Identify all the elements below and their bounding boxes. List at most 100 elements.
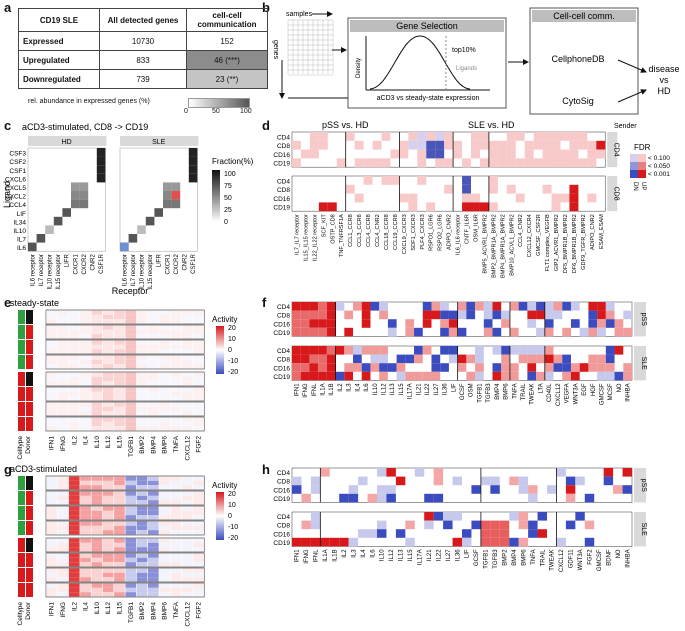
heatmap-cell	[80, 310, 91, 315]
heatmap-cell	[490, 529, 500, 538]
heatmap-cell	[300, 354, 310, 364]
heatmap-cell	[584, 537, 595, 547]
heatmap-cell	[136, 310, 148, 315]
heatmap-cell	[102, 329, 114, 335]
heatmap-cell	[431, 302, 441, 311]
heatmap-cell	[623, 371, 632, 381]
row-tick: CD16	[273, 196, 290, 203]
facet-strip	[634, 512, 646, 547]
heatmap-cell	[188, 165, 198, 174]
heatmap-cell	[170, 568, 182, 573]
table-row: Downregulated 739 23 (**)	[18, 69, 268, 89]
fdr-legend-title: FDR	[634, 143, 651, 152]
heatmap-cell	[114, 372, 125, 377]
heatmap-cell	[181, 359, 193, 365]
heatmap-cell	[300, 319, 310, 328]
heatmap-cell	[193, 485, 204, 490]
heatmap-cell	[46, 547, 57, 552]
heatmap-cell	[422, 310, 432, 320]
heatmap-cell	[57, 553, 69, 558]
heatmap-cell	[339, 537, 349, 547]
column-tick: IL15_IL15 receptor	[303, 214, 309, 261]
heatmap-cell	[292, 302, 301, 311]
heatmap-cell	[148, 364, 159, 369]
heatmap-cell	[148, 355, 159, 360]
heatmap-cell	[114, 553, 125, 558]
donor-annotation	[26, 476, 33, 490]
heatmap-cell	[569, 140, 579, 150]
heatmap-cell	[426, 132, 436, 141]
heatmap-cell	[159, 349, 170, 354]
heatmap-cell	[301, 520, 311, 530]
heatmap-cell	[544, 371, 554, 381]
heatmap-cell	[57, 572, 69, 578]
column-tick: IFN1	[295, 549, 301, 563]
heatmap-cell	[181, 411, 193, 416]
ligand-tick: CCL4	[9, 202, 26, 209]
heatmap-cell	[46, 557, 57, 563]
column-tick: BMP2	[139, 436, 146, 454]
heatmap-cell	[480, 537, 491, 547]
heatmap-cell	[102, 402, 114, 407]
heatmap-cell	[79, 199, 89, 209]
heatmap-cell	[114, 421, 125, 427]
heatmap-cell	[102, 359, 114, 365]
heatmap-cell	[148, 521, 159, 526]
heatmap-cell	[114, 530, 125, 535]
heatmap-cell	[125, 557, 137, 563]
heatmap-cell	[136, 521, 148, 526]
heatmap-cell	[170, 396, 182, 401]
heatmap-cell	[440, 302, 449, 311]
heatmap-cell	[148, 426, 159, 431]
heatmap-cell	[91, 521, 103, 526]
heatmap-cell	[292, 327, 301, 337]
heatmap-cell	[114, 476, 125, 481]
heatmap-cell	[372, 140, 382, 150]
heatmap-cell	[318, 310, 327, 320]
gene-selection-title: Gene Selection	[396, 21, 458, 31]
column-tick: CCL1_CCR8	[348, 214, 354, 247]
heatmap-cell	[431, 310, 441, 320]
receptor-tick: IL10 receptor	[140, 254, 146, 289]
heatmap-cell	[68, 411, 80, 416]
heatmap-cell	[309, 346, 319, 355]
column-tick: WNT3A	[578, 549, 584, 570]
heatmap-cell	[488, 184, 498, 194]
heatmap-cell	[181, 485, 193, 490]
heatmap-cell	[395, 476, 406, 486]
heatmap-cell	[310, 512, 321, 521]
heatmap-cell	[148, 391, 159, 397]
heatmap-cell	[68, 325, 80, 330]
heatmap-cell	[422, 371, 432, 381]
heatmap-cell	[361, 302, 371, 311]
heatmap-cell	[181, 396, 193, 401]
heatmap-cell	[102, 325, 114, 330]
heatmap-cell	[309, 354, 319, 364]
heatmap-cell	[91, 417, 103, 422]
heatmap-cell	[46, 314, 57, 320]
heatmap-cell	[91, 547, 103, 552]
heatmap-cell	[125, 364, 137, 369]
heatmap-cell	[515, 132, 525, 141]
heatmap-cell	[114, 391, 125, 397]
heatmap-cell	[125, 344, 137, 350]
heatmap-cell	[57, 402, 69, 407]
heatmap-cell	[57, 568, 69, 573]
heatmap-cell	[570, 319, 580, 328]
column-tick: IL27	[446, 549, 452, 561]
donor-annotation	[26, 538, 33, 552]
column-tick: IL4	[355, 383, 361, 392]
heatmap-cell	[57, 491, 69, 496]
heatmap-cell	[102, 587, 114, 593]
heatmap-cell	[171, 191, 181, 200]
heatmap-cell	[193, 525, 204, 531]
heatmap-cell	[431, 371, 441, 381]
heatmap-cell	[102, 521, 114, 526]
heatmap-cell	[344, 327, 354, 337]
heatmap-cell	[125, 577, 137, 582]
heatmap-cell	[148, 349, 159, 354]
heatmap-cell	[159, 530, 170, 535]
heatmap-cell	[453, 140, 463, 150]
heatmap-cell	[46, 592, 57, 597]
heatmap-cell	[462, 202, 471, 212]
